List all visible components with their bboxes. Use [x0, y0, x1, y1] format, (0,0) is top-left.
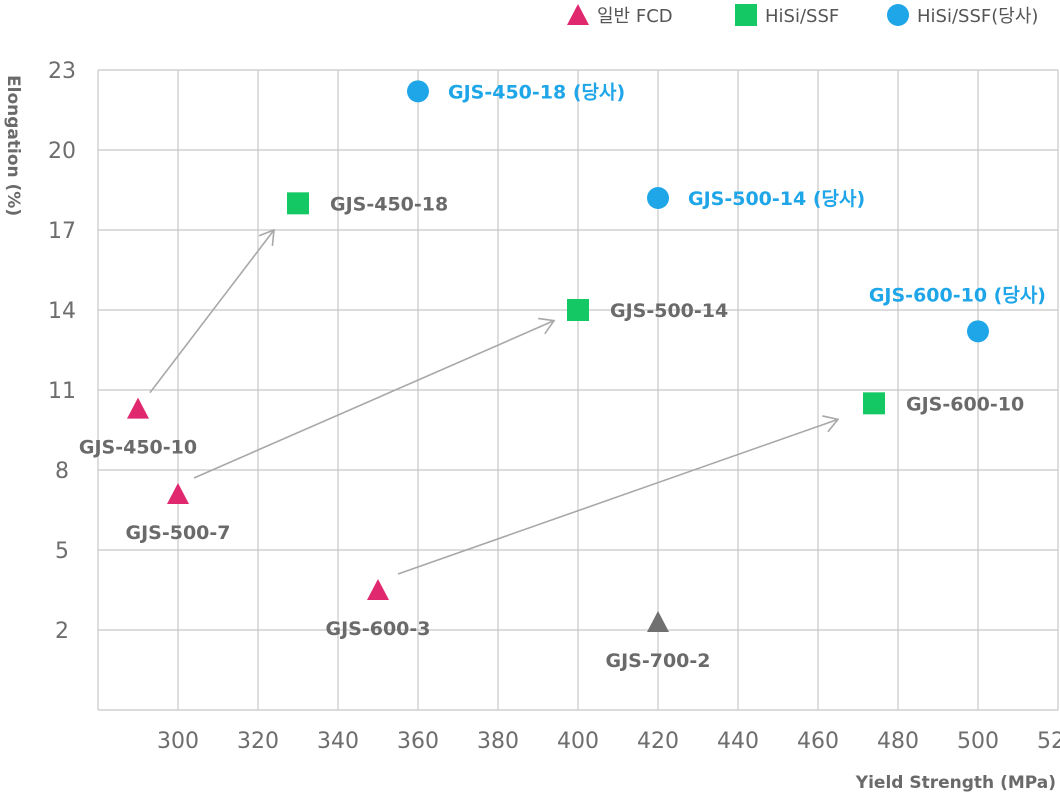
y-tick-label: 11 — [48, 379, 76, 404]
data-point-marker — [647, 611, 669, 632]
x-axis-title: Yield Strength (MPa) — [855, 773, 1056, 793]
arrow-head — [538, 317, 556, 335]
y-axis-title: Elongation (%) — [3, 75, 23, 216]
data-point-label: GJS-600-10 — [906, 393, 1024, 415]
arrow-shaft — [193, 319, 555, 479]
arrow-head — [258, 228, 275, 246]
y-tick-label: 8 — [55, 459, 69, 484]
x-tick-label: 440 — [717, 729, 759, 754]
legend-marker — [567, 4, 589, 25]
grid-lines — [97, 69, 1059, 711]
data-point-label: GJS-500-14 (당사) — [688, 188, 865, 210]
trend-arrow — [397, 415, 840, 575]
legend-label: HiSi/SSF — [765, 6, 839, 27]
y-tick-label: 23 — [48, 59, 76, 84]
data-points — [127, 80, 989, 632]
x-tick-label: 500 — [957, 729, 999, 754]
trend-arrow — [193, 317, 556, 479]
legend-label: 일반 FCD — [597, 6, 673, 27]
arrow-head — [822, 415, 840, 433]
data-point-label: GJS-450-18 — [330, 193, 448, 215]
data-point-marker — [287, 192, 309, 215]
legend-item: HiSi/SSF(당사) — [887, 4, 1038, 27]
legend-label: HiSi/SSF(당사) — [917, 6, 1038, 27]
data-point-label: GJS-700-2 — [605, 650, 710, 672]
data-point-marker — [407, 80, 429, 103]
y-tick-label: 2 — [55, 619, 69, 644]
x-tick-label: 420 — [637, 729, 679, 754]
data-point-marker — [167, 483, 189, 504]
legend-item: 일반 FCD — [567, 4, 673, 27]
data-point-marker — [567, 299, 589, 321]
x-tick-label: 460 — [797, 729, 839, 754]
data-point-label: GJS-500-7 — [125, 522, 230, 544]
point-labels: GJS-450-10 GJS-500-7 GJS-600-3 GJS-450-18 GJ… — [79, 81, 1046, 672]
trend-arrow — [149, 228, 275, 394]
x-tick-label: 360 — [397, 729, 439, 754]
data-point-marker — [967, 320, 989, 343]
y-tick-label: 14 — [48, 299, 76, 324]
legend-marker — [735, 4, 757, 26]
x-tick-label: 520 — [1037, 729, 1060, 754]
y-tick-label: 17 — [48, 219, 76, 244]
x-tick-label: 320 — [237, 729, 279, 754]
legend-marker — [887, 4, 909, 26]
x-tick-label: 480 — [877, 729, 919, 754]
data-point-label: GJS-600-10 (당사) — [869, 284, 1046, 306]
x-tick-label: 340 — [317, 729, 359, 754]
arrow-shaft — [149, 229, 275, 394]
data-point-marker — [127, 397, 149, 419]
data-point-marker — [367, 579, 389, 600]
data-point-label: GJS-450-10 — [79, 437, 197, 459]
x-tick-label: 300 — [157, 729, 199, 754]
y-tick-label: 20 — [48, 139, 76, 164]
axes: 300 320 340 360 380 400 420 440 460 480 500 520 2 5 8 1… — [48, 59, 1060, 754]
data-point-marker — [863, 392, 885, 415]
x-tick-label: 380 — [477, 729, 519, 754]
arrow-shaft — [397, 418, 839, 575]
legend-item: HiSi/SSF — [735, 4, 839, 27]
x-tick-label: 400 — [557, 729, 599, 754]
legend: 일반 FCD HiSi/SSF HiSi/SSF(당사) — [567, 4, 1038, 27]
trend-arrows — [149, 228, 840, 575]
data-point-label: GJS-600-3 — [325, 618, 430, 640]
data-point-label: GJS-450-18 (당사) — [448, 81, 625, 103]
data-point-marker — [647, 187, 669, 209]
data-point-label: GJS-500-14 — [610, 300, 728, 322]
y-tick-label: 5 — [55, 539, 69, 564]
